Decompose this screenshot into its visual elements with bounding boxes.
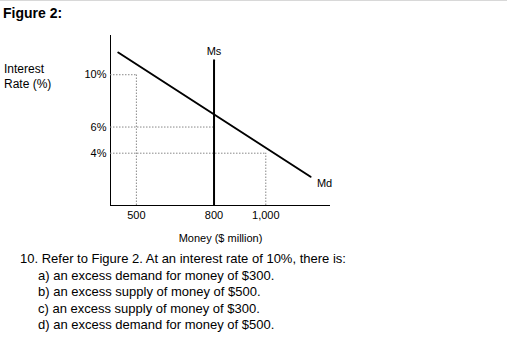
- html-text:c) an excess supply of money o: c) an excess supply of money of $300.: [38, 300, 260, 316]
- html-text:a) an excess demand for money: a) an excess demand for money of $300.: [38, 267, 275, 283]
- svg-text:Money ($ million): Money ($ million): [179, 232, 263, 244]
- svg-text:1,000: 1,000: [252, 209, 280, 221]
- svg-text:4%: 4%: [91, 147, 107, 159]
- html-text:Figure 2:: Figure 2:: [3, 5, 63, 21]
- html-text:b) an excess supply of money o: b) an excess supply of money of $500.: [38, 284, 261, 299]
- svg-text:500: 500: [127, 209, 145, 221]
- html-text:Interest Rate (%): Interest Rate (%): [4, 62, 52, 91]
- svg-text:6%: 6%: [91, 121, 107, 133]
- svg-text:10%: 10%: [84, 68, 106, 80]
- svg-text:Ms: Ms: [207, 45, 222, 57]
- html-text:10. Refer to Figure 2. At an i: 10. Refer to Figure 2. At an interest ra…: [20, 251, 346, 266]
- svg-text:800: 800: [205, 209, 223, 221]
- svg-text:Md: Md: [317, 177, 332, 189]
- html-text:d) an excess demand for money: d) an excess demand for money of $500.: [38, 317, 275, 332]
